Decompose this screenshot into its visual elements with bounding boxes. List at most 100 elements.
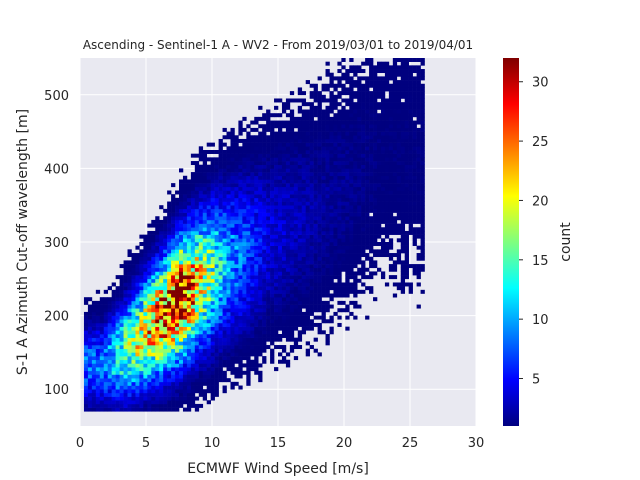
heatmap-cell	[392, 150, 398, 154]
heatmap-cell	[190, 293, 196, 298]
heatmap-cell	[420, 219, 425, 224]
heatmap-cell	[254, 293, 259, 298]
heatmap-cell	[107, 396, 112, 401]
heatmap-cell	[301, 205, 307, 210]
heatmap-cell	[384, 131, 390, 136]
heatmap-cell	[408, 286, 413, 291]
heatmap-cell	[388, 179, 394, 184]
heatmap-cell	[135, 385, 140, 390]
heatmap-cell	[345, 245, 350, 250]
heatmap-cell	[143, 359, 148, 364]
heatmap-cell	[123, 403, 128, 408]
heatmap-cell	[222, 363, 227, 368]
heatmap-cell	[190, 326, 196, 331]
heatmap-cell	[155, 278, 160, 283]
heatmap-cell	[317, 352, 322, 357]
heatmap-cell	[179, 337, 184, 342]
heatmap-cell	[230, 190, 235, 195]
heatmap-cell	[333, 216, 338, 221]
heatmap-cell	[210, 389, 215, 394]
heatmap-cell	[317, 179, 322, 184]
heatmap-cell	[198, 385, 204, 390]
heatmap-cell	[345, 72, 350, 77]
heatmap-cell	[329, 98, 334, 103]
heatmap-cell	[285, 230, 291, 235]
y-tick-label: 200	[44, 310, 69, 325]
heatmap-cell	[238, 190, 243, 195]
heatmap-cell	[123, 319, 128, 324]
heatmap-cell	[341, 183, 346, 188]
heatmap-cell	[190, 223, 196, 228]
heatmap-cell	[278, 227, 283, 232]
heatmap-cell	[309, 83, 314, 88]
heatmap-cell	[392, 157, 398, 162]
heatmap-cell	[281, 223, 287, 228]
heatmap-cell	[313, 278, 318, 283]
heatmap-cell	[289, 300, 295, 305]
heatmap-cell	[175, 264, 180, 269]
heatmap-cell	[198, 223, 204, 228]
heatmap-cell	[321, 242, 326, 246]
heatmap-cell	[190, 286, 196, 291]
heatmap-cell	[400, 286, 406, 291]
heatmap-cell	[333, 102, 338, 107]
heatmap-cell	[416, 245, 421, 250]
heatmap-cell	[301, 116, 307, 121]
heatmap-cell	[293, 300, 299, 305]
heatmap-cell	[266, 275, 271, 280]
heatmap-cell	[416, 72, 421, 77]
heatmap-cell	[329, 271, 334, 276]
heatmap-cell	[190, 245, 196, 250]
heatmap-cell	[416, 153, 421, 158]
heatmap-cell	[127, 352, 132, 357]
heatmap-cell	[392, 65, 398, 70]
heatmap-cell	[384, 65, 390, 70]
heatmap-cell	[285, 201, 291, 206]
heatmap-cell	[222, 304, 227, 309]
heatmap-cell	[278, 230, 283, 235]
heatmap-cell	[131, 381, 136, 386]
heatmap-cell	[210, 319, 215, 324]
heatmap-cell	[317, 91, 322, 96]
heatmap-cell	[420, 61, 425, 66]
heatmap-cell	[194, 216, 200, 221]
heatmap-cell	[159, 334, 164, 338]
heatmap-cell	[337, 212, 342, 217]
heatmap-cell	[171, 396, 176, 401]
heatmap-cell	[143, 392, 148, 397]
heatmap-cell	[388, 157, 394, 162]
heatmap-cell	[321, 271, 326, 276]
heatmap-cell	[365, 168, 370, 173]
heatmap-cell	[293, 142, 299, 147]
heatmap-cell	[167, 275, 172, 280]
heatmap-cell	[373, 164, 378, 169]
heatmap-cell	[230, 370, 235, 375]
heatmap-cell	[151, 400, 156, 405]
heatmap-cell	[131, 315, 136, 320]
heatmap-cell	[103, 370, 109, 375]
heatmap-cell	[420, 142, 425, 147]
heatmap-cell	[119, 308, 124, 313]
heatmap-cell	[384, 87, 390, 92]
heatmap-cell	[305, 322, 310, 327]
heatmap-cell	[83, 363, 89, 368]
heatmap-cell	[182, 260, 188, 265]
heatmap-cell	[218, 297, 223, 302]
heatmap-cell	[400, 105, 406, 110]
heatmap-cell	[377, 234, 382, 239]
heatmap-cell	[392, 94, 398, 99]
heatmap-cell	[190, 197, 196, 202]
heatmap-cell	[341, 194, 346, 199]
heatmap-cell	[238, 223, 243, 228]
heatmap-cell	[163, 271, 168, 276]
heatmap-cell	[246, 378, 251, 383]
heatmap-cell	[115, 300, 120, 305]
heatmap-cell	[238, 356, 243, 361]
heatmap-cell	[365, 153, 370, 158]
heatmap-cell	[369, 271, 374, 276]
heatmap-cell	[87, 345, 93, 350]
heatmap-cell	[131, 253, 136, 258]
heatmap-cell	[131, 260, 136, 265]
heatmap-cell	[301, 175, 307, 180]
heatmap-cell	[250, 334, 255, 338]
